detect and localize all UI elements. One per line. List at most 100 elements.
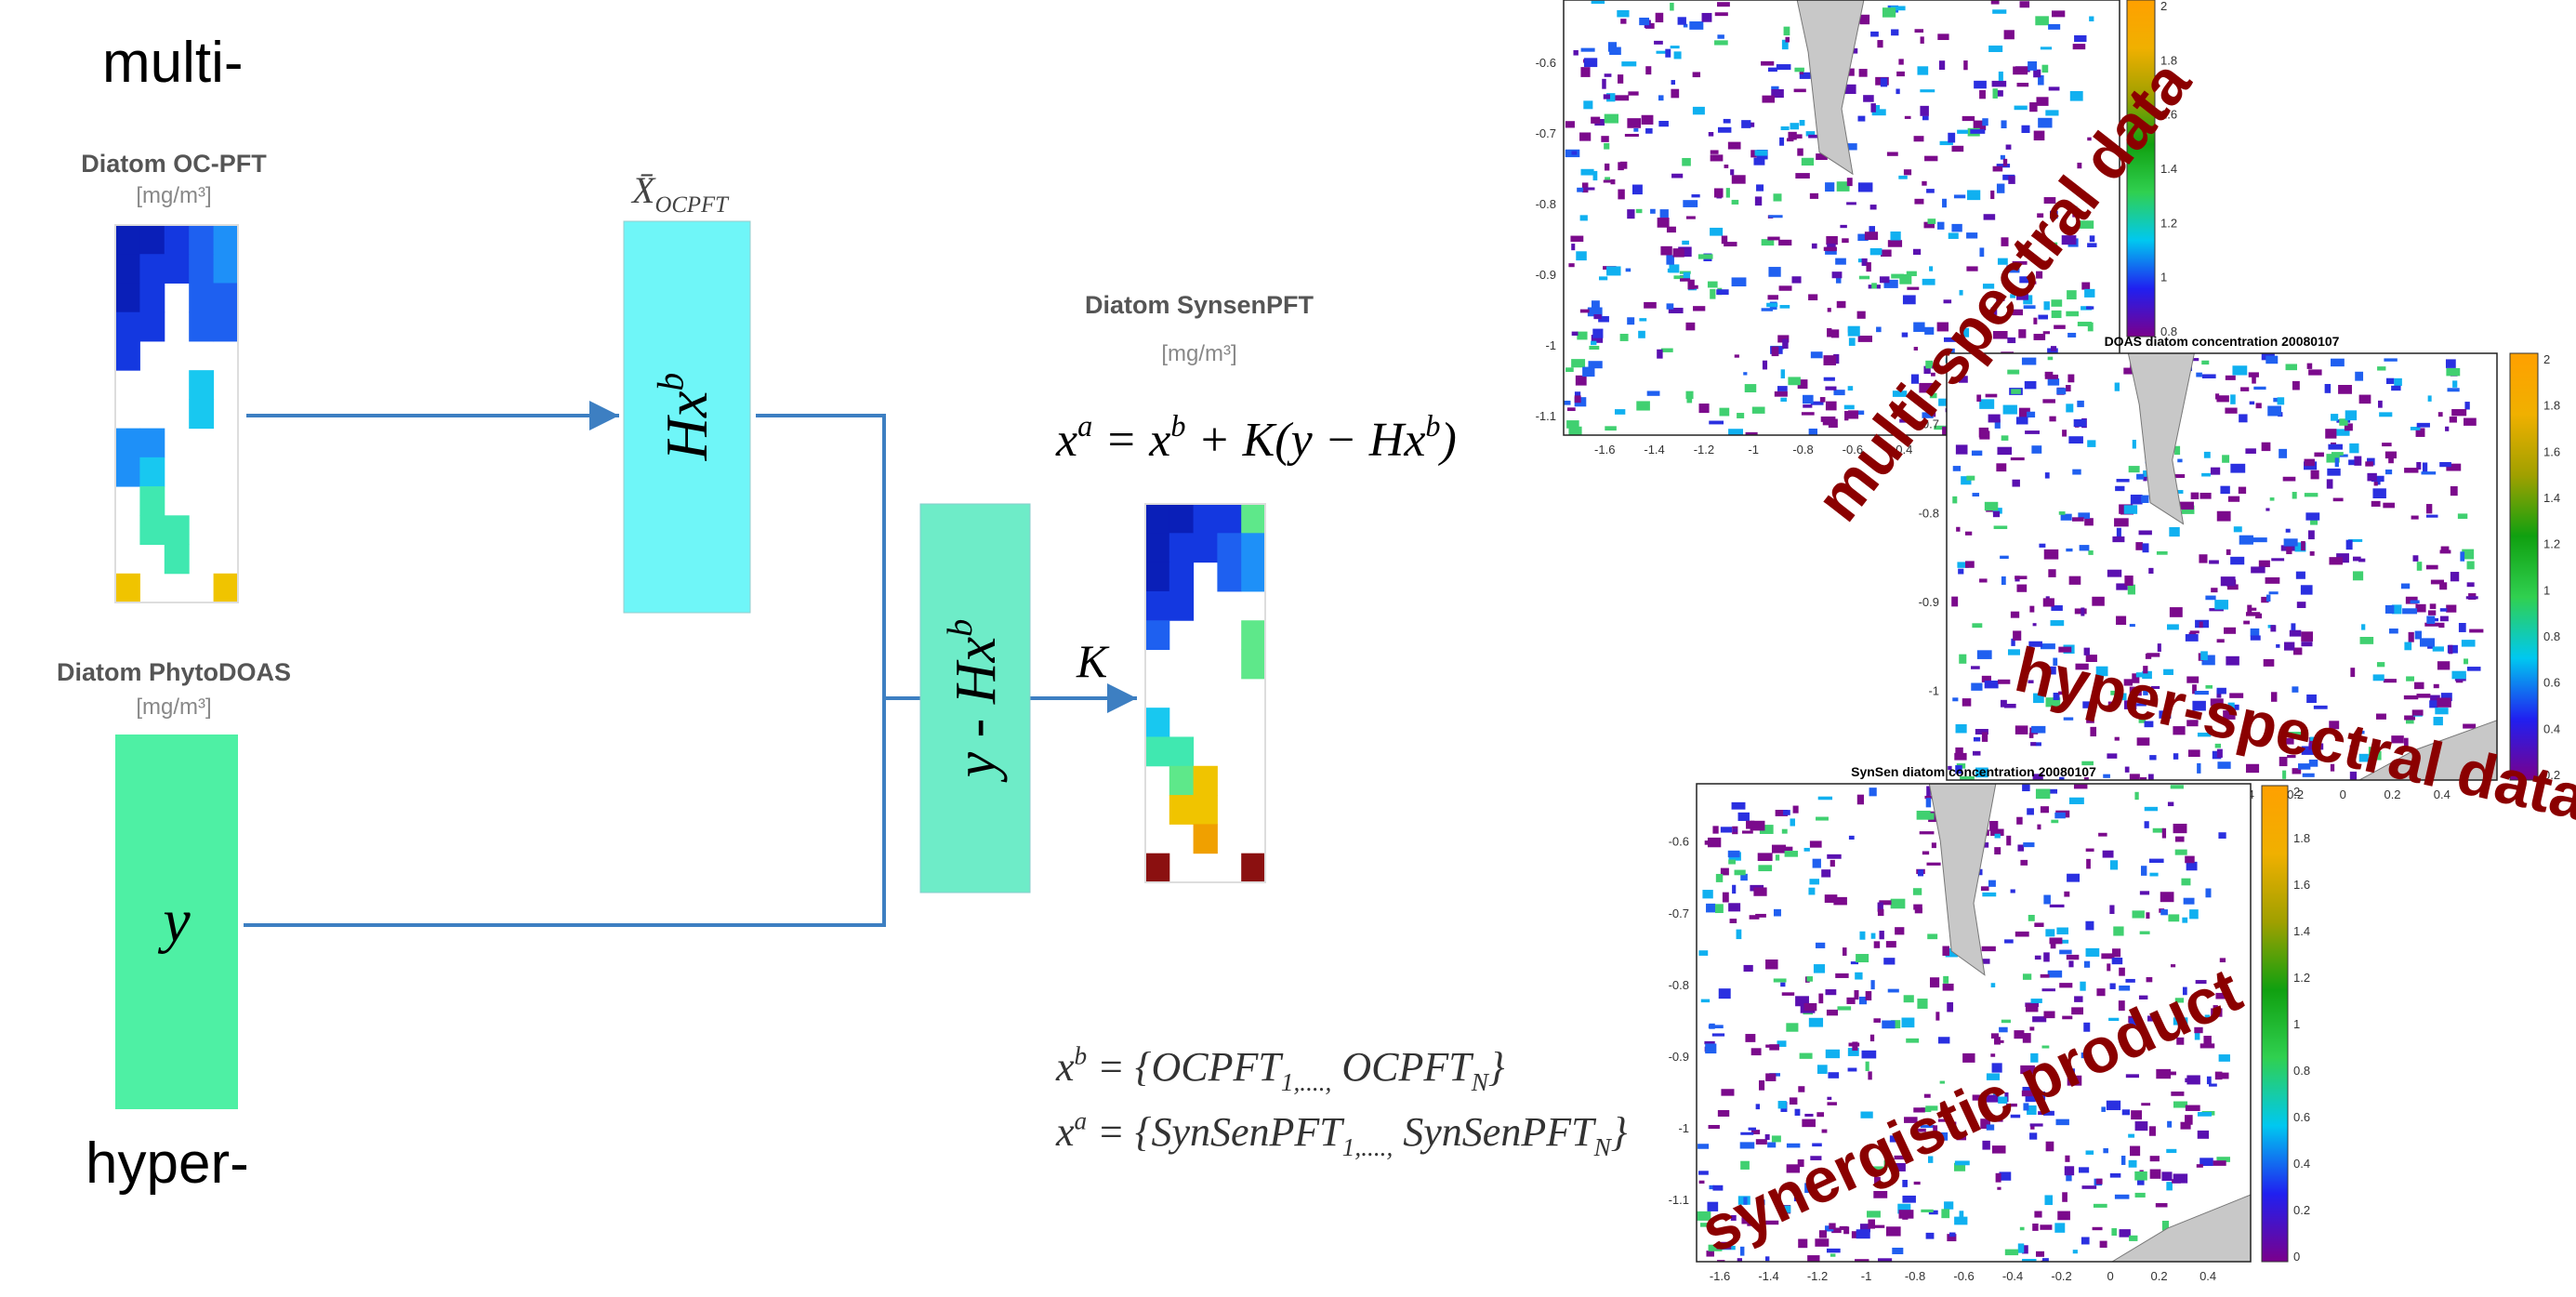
pixel: [2023, 842, 2034, 847]
pixel: [2328, 444, 2343, 450]
pixel: [2022, 785, 2029, 791]
pixel: [1877, 40, 1882, 47]
pixel: [2049, 86, 2060, 90]
pixel: [2068, 436, 2083, 443]
pixel: [139, 486, 165, 516]
pixel: [1982, 118, 1988, 126]
pixel: [2081, 1185, 2096, 1189]
pixel: [1765, 960, 1777, 970]
pixel: [1667, 227, 1676, 232]
output-title: Diatom SynsenPFT: [1085, 291, 1314, 319]
pixel: [1602, 79, 1605, 89]
pixel: [1571, 151, 1577, 154]
doas-title: Diatom PhytoDOAS: [57, 658, 291, 686]
pixel: [2081, 283, 2090, 290]
pixel: [2266, 577, 2280, 584]
pixel: [1730, 169, 1734, 175]
pixel: [2015, 576, 2027, 579]
pixel: [2068, 960, 2073, 967]
pixel: [2460, 551, 2464, 561]
pixel: [1756, 1139, 1767, 1145]
pixel: [2034, 131, 2045, 140]
pixel: [2051, 299, 2062, 307]
pixel: [1818, 797, 1832, 801]
pixel: [1769, 1044, 1779, 1050]
colorbar-tick-label: 0.4: [2293, 1157, 2310, 1171]
pixel: [2305, 459, 2315, 467]
pixel: [2113, 926, 2123, 935]
pixel: [2013, 630, 2021, 641]
pixel: [2230, 557, 2244, 564]
pixel: [1859, 15, 1869, 24]
pixel: [2065, 1166, 2074, 1175]
pixel: [2013, 67, 2028, 75]
colorbar-tick-label: 1.2: [2293, 971, 2310, 985]
pixel: [2168, 914, 2179, 921]
pixel: [2043, 952, 2050, 961]
pixel: [1769, 215, 1783, 218]
pixel: [1926, 1233, 1935, 1239]
pixel: [2031, 726, 2045, 734]
pixel: [2225, 408, 2237, 414]
pixel: [1915, 29, 1923, 33]
pixel: [1689, 21, 1703, 30]
pixel: [2015, 106, 2028, 111]
pixel: [2028, 61, 2037, 71]
pixel: [2217, 761, 2230, 769]
pixel: [1883, 958, 1895, 964]
pixel: [2086, 859, 2091, 869]
y-tick-label: -0.9: [1536, 268, 1556, 282]
pixel: [1682, 158, 1691, 166]
pixel: [2056, 928, 2068, 934]
pixel: [2310, 520, 2318, 525]
pixel: [1645, 128, 1653, 134]
pixel: [1145, 504, 1169, 534]
pixel: [1823, 355, 1836, 365]
pixel: [2217, 639, 2225, 642]
pixel: [2114, 518, 2129, 526]
pixel: [2462, 640, 2476, 646]
pixel: [1699, 404, 1710, 413]
pixel: [2426, 504, 2432, 513]
pixel: [1577, 332, 1587, 340]
pixel: [2116, 616, 2126, 625]
pixel: [1755, 150, 1768, 155]
pixel: [2440, 616, 2449, 622]
pixel: [2186, 1105, 2200, 1111]
y-tick-label: -1: [1678, 1121, 1689, 1135]
pixel: [1592, 1, 1605, 4]
pixel: [1657, 51, 1668, 54]
pixel: [2379, 412, 2392, 417]
pixel: [2079, 1167, 2089, 1172]
pixel: [2067, 955, 2080, 960]
pixel: [1981, 886, 1989, 891]
pixel: [1882, 7, 1896, 17]
pixel: [1979, 399, 1994, 409]
pixel: [2017, 844, 2024, 851]
analysis-definition: xa = {SynSenPFT1,...., SynSenPFTN}: [1055, 1106, 1628, 1161]
pixel: [2230, 394, 2236, 404]
pixel: [1849, 836, 1855, 840]
pixel: [165, 545, 190, 575]
pixel: [1693, 306, 1705, 311]
pixel: [2331, 359, 2345, 366]
pixel: [1702, 13, 1712, 22]
pixel: [1878, 909, 1884, 916]
text-part: 1,....,: [1281, 1068, 1332, 1096]
pixel: [2103, 1148, 2108, 1153]
pixel: [1145, 591, 1169, 621]
pixel: [2325, 429, 2336, 438]
pixel: [1954, 194, 1965, 198]
colorbar-tick-label: 0.8: [2293, 1064, 2310, 1078]
pixel: [2029, 733, 2034, 738]
pixel: [2423, 462, 2427, 472]
pixel: [2029, 1132, 2037, 1139]
pixel: [1737, 1258, 1742, 1263]
pixel: [165, 254, 190, 284]
pixel: [1791, 276, 1801, 283]
pixel: [2221, 576, 2236, 586]
pixel: [2372, 488, 2385, 498]
pixel: [1932, 842, 1936, 848]
pixel: [1775, 391, 1788, 397]
y-tick-label: -0.9: [1919, 595, 1939, 609]
